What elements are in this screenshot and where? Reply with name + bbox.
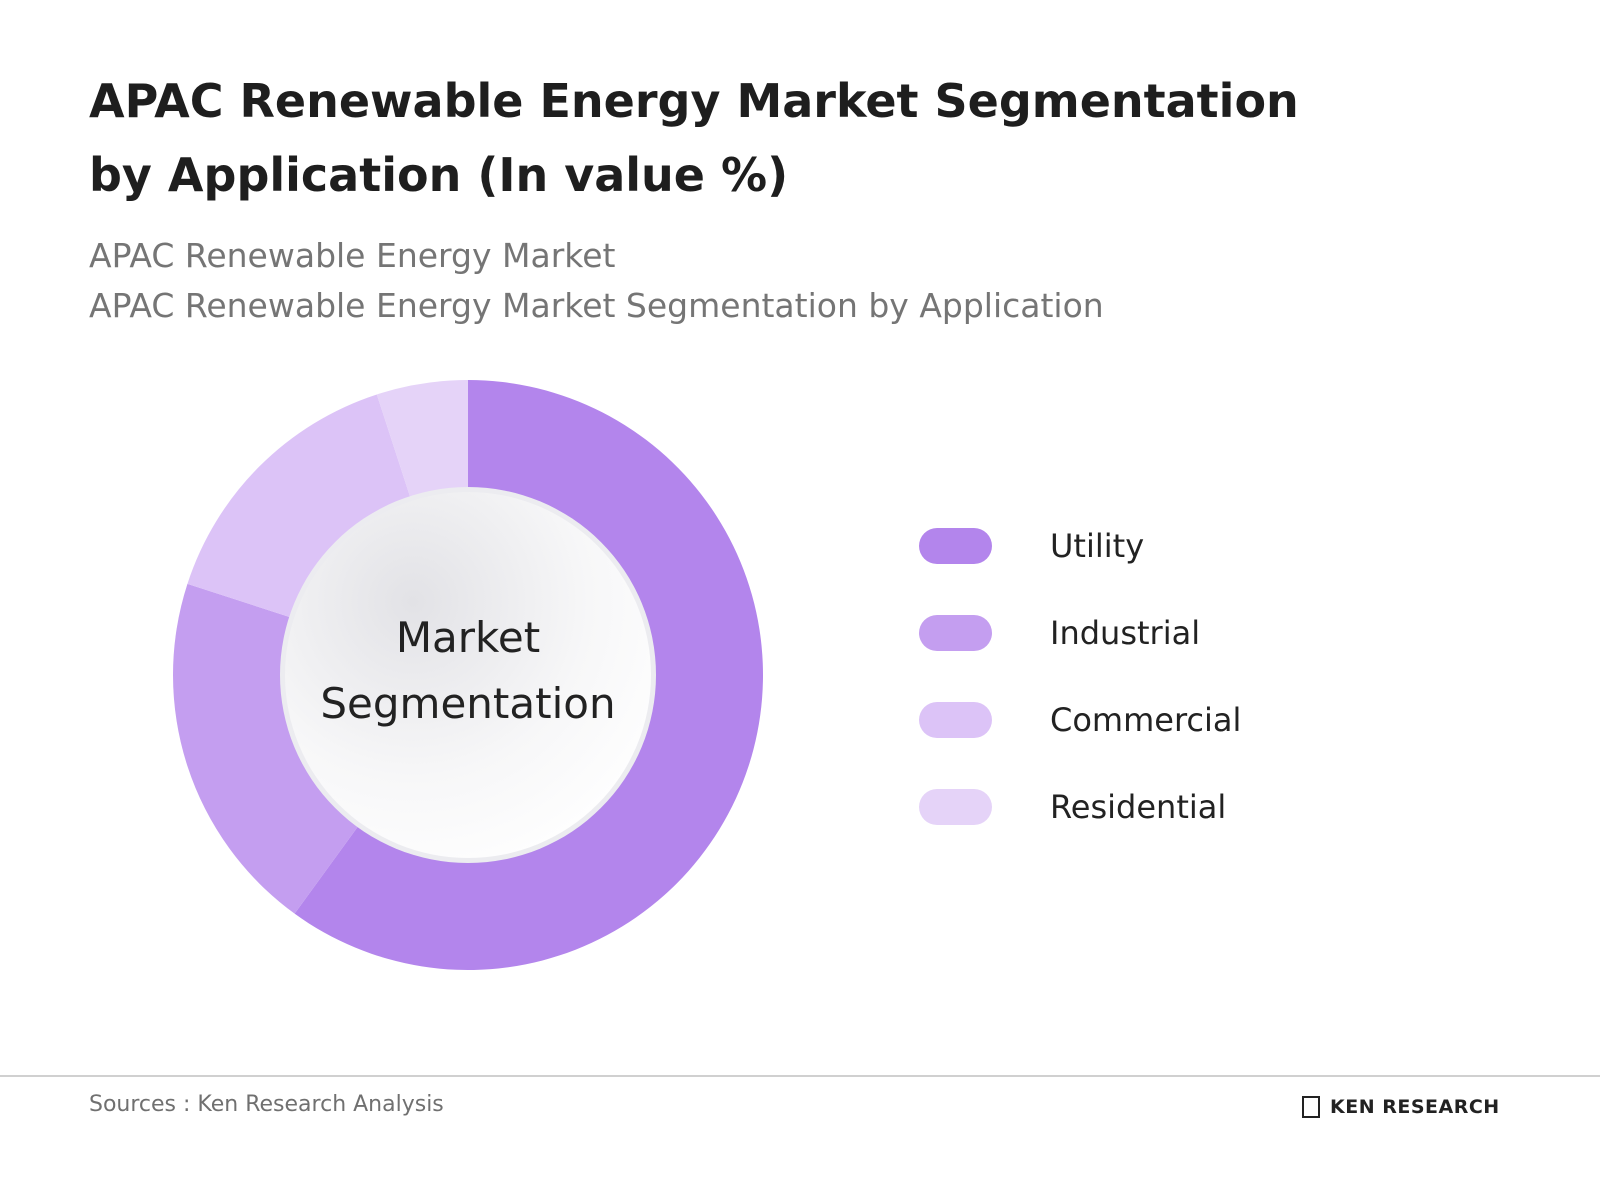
footer-rule — [0, 1075, 1600, 1077]
brand: KEN RESEARCH — [1330, 1096, 1500, 1118]
legend-label: Industrial — [1050, 614, 1200, 652]
subtitle: APAC Renewable Energy Market — [89, 236, 616, 275]
legend-swatch — [919, 789, 992, 825]
center-label: Market Segmentation — [320, 613, 616, 728]
legend-label: Residential — [1050, 788, 1226, 826]
legend-swatch — [919, 528, 992, 564]
legend-swatch — [919, 615, 992, 651]
legend-label: Commercial — [1050, 701, 1241, 739]
chart: Utility Industrial Commercial Residential — [173, 380, 1241, 970]
subtitle: APAC Renewable Energy Market Segmentatio… — [89, 286, 1104, 325]
legend-swatch — [919, 702, 992, 738]
source: Sources : Ken Research Analysis — [89, 1092, 444, 1117]
legend-label: Utility — [1050, 527, 1144, 565]
brand-logo — [1302, 1096, 1320, 1118]
hole — [285, 492, 651, 858]
chart-title: APAC Renewable Energy Market Segmentatio… — [89, 74, 1299, 202]
